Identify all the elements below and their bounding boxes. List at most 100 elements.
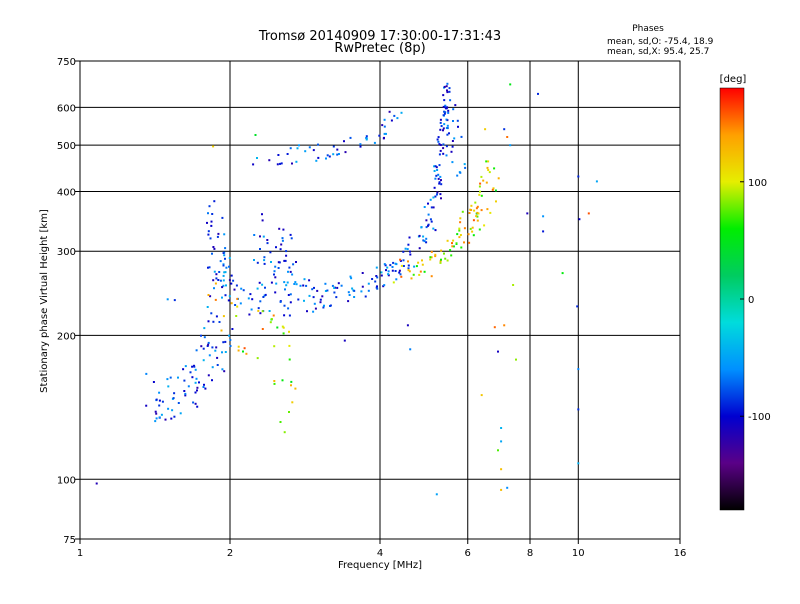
data-point <box>290 384 292 387</box>
data-point <box>272 314 275 317</box>
data-point <box>446 106 449 109</box>
data-point <box>247 297 250 300</box>
data-point <box>200 334 202 337</box>
data-point <box>196 389 198 392</box>
data-point <box>155 417 158 420</box>
data-point <box>281 379 284 382</box>
data-point <box>312 310 315 313</box>
data-point <box>446 239 449 242</box>
data-point <box>468 241 471 244</box>
data-point <box>207 294 210 296</box>
data-point <box>440 258 442 261</box>
data-point <box>474 201 477 204</box>
data-point <box>423 270 426 273</box>
data-point <box>408 270 411 273</box>
data-point <box>459 171 462 174</box>
data-point <box>407 243 410 246</box>
data-point <box>158 404 161 407</box>
data-point <box>273 345 276 348</box>
data-point <box>404 247 407 250</box>
data-point <box>576 305 579 308</box>
data-point <box>194 381 197 384</box>
data-point <box>215 315 218 318</box>
data-point <box>288 266 291 269</box>
data-point <box>459 234 462 236</box>
data-point <box>478 228 481 231</box>
colorbar-tick-label: -100 <box>748 412 771 423</box>
data-point <box>211 346 214 349</box>
data-point <box>225 284 227 287</box>
data-point <box>248 313 251 316</box>
data-point <box>242 350 244 353</box>
data-point <box>387 273 390 276</box>
data-point <box>324 282 327 285</box>
data-point <box>289 147 292 150</box>
data-point <box>365 135 368 138</box>
data-point <box>577 408 580 411</box>
data-point <box>204 387 207 390</box>
data-point <box>578 218 581 221</box>
data-point <box>198 381 200 384</box>
data-point <box>216 356 219 359</box>
data-point <box>207 343 210 346</box>
data-point <box>483 224 486 227</box>
data-point <box>196 386 199 389</box>
data-point <box>443 112 446 115</box>
data-point <box>155 398 158 401</box>
data-point <box>333 291 336 294</box>
data-point <box>210 224 213 227</box>
data-point <box>399 273 402 276</box>
data-point <box>215 277 218 280</box>
data-point <box>215 346 218 349</box>
data-point <box>512 284 515 286</box>
data-point <box>286 153 289 155</box>
data-point <box>239 302 242 305</box>
data-point <box>253 259 255 261</box>
data-point <box>427 202 429 205</box>
data-point <box>497 350 499 353</box>
data-point <box>234 304 237 306</box>
data-point <box>293 283 296 285</box>
data-point <box>486 208 489 211</box>
data-point <box>264 286 266 289</box>
data-point <box>329 304 332 307</box>
data-point <box>448 90 451 93</box>
data-point <box>223 233 226 236</box>
data-point <box>432 196 435 199</box>
data-point <box>242 289 245 292</box>
colorbar-tick-label: 100 <box>748 178 767 189</box>
data-point <box>223 370 226 373</box>
data-point <box>331 284 334 287</box>
data-point <box>367 289 370 292</box>
data-point <box>154 410 157 413</box>
data-point <box>230 302 233 305</box>
data-point <box>451 245 454 248</box>
data-point <box>400 275 403 278</box>
data-point <box>476 211 479 214</box>
data-point <box>402 259 405 262</box>
y-axis-label: Stationary phase Virtual Height [km] <box>39 209 50 393</box>
data-point <box>395 278 398 281</box>
data-point <box>207 266 209 269</box>
data-point <box>418 247 421 250</box>
data-point <box>451 242 453 245</box>
data-point <box>463 227 466 230</box>
data-point <box>202 386 205 388</box>
data-point <box>222 264 225 267</box>
data-point <box>422 239 425 242</box>
data-point <box>396 117 399 120</box>
data-point <box>384 264 387 267</box>
data-point <box>349 136 352 139</box>
data-point <box>179 412 182 415</box>
y-tick-label: 300 <box>57 247 76 258</box>
data-point <box>227 299 230 302</box>
data-point <box>442 129 444 132</box>
data-point <box>222 315 225 318</box>
data-point <box>213 287 215 290</box>
data-point <box>500 427 503 429</box>
data-point <box>417 261 420 264</box>
data-point <box>195 349 198 352</box>
data-point <box>206 221 208 224</box>
data-point <box>587 212 590 215</box>
data-point <box>223 251 226 254</box>
